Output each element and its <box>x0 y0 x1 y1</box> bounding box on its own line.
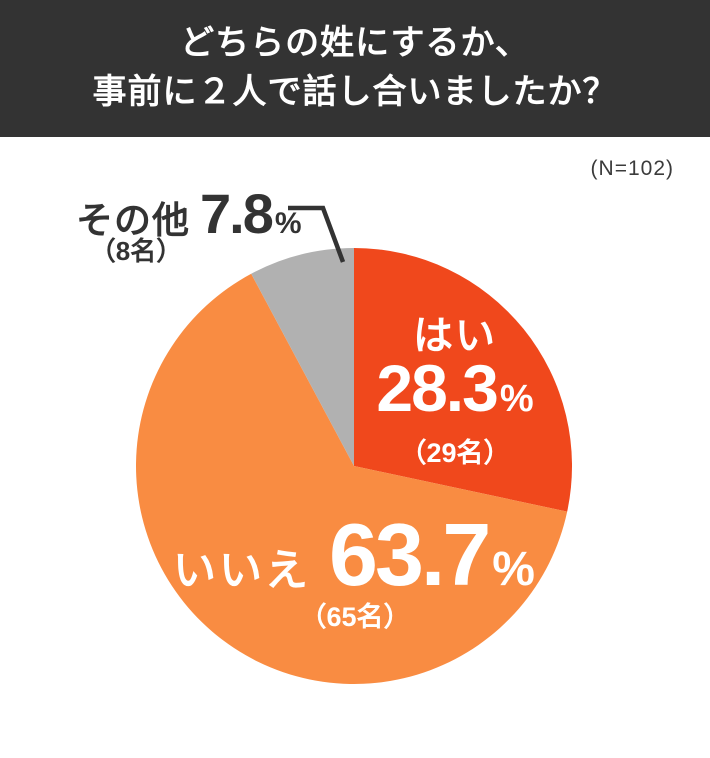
other-slice-callout: その他 7.8 % <box>76 181 302 246</box>
sample-size-note: (N=102) <box>590 157 674 180</box>
no-slice-percent-sign: % <box>492 543 535 596</box>
yes-slice-percent: 28.3 <box>376 351 498 425</box>
title-banner: どちらの姓にするか、 事前に２人で話し合いましたか？ <box>0 0 710 137</box>
pie-svg <box>136 248 572 684</box>
yes-slice-label: はい <box>413 314 497 358</box>
no-slice-percent-row: いいえ 63.7 % <box>173 511 535 599</box>
title-line-1: どちらの姓にするか、 <box>180 24 530 62</box>
other-slice-percent: 7.8 <box>200 182 274 245</box>
no-slice-count: （65名） <box>299 602 411 632</box>
yes-slice-percent-row: 28.3 % <box>376 355 533 421</box>
other-slice-label: その他 <box>76 200 190 241</box>
pie-slice-0 <box>354 248 572 512</box>
title-line-2: 事前に２人で話し合いましたか？ <box>92 73 618 111</box>
pie-slice-2 <box>251 248 354 466</box>
pie-slice-1 <box>136 273 568 684</box>
yes-slice-percent-sign: % <box>499 378 534 420</box>
no-slice-label: いいえ <box>173 547 312 595</box>
no-slice-percent: 63.7 <box>329 505 491 604</box>
other-slice-percent-sign: % <box>274 207 302 240</box>
other-slice-count: （8名） <box>89 236 183 266</box>
yes-slice-count: （29名） <box>399 438 511 468</box>
